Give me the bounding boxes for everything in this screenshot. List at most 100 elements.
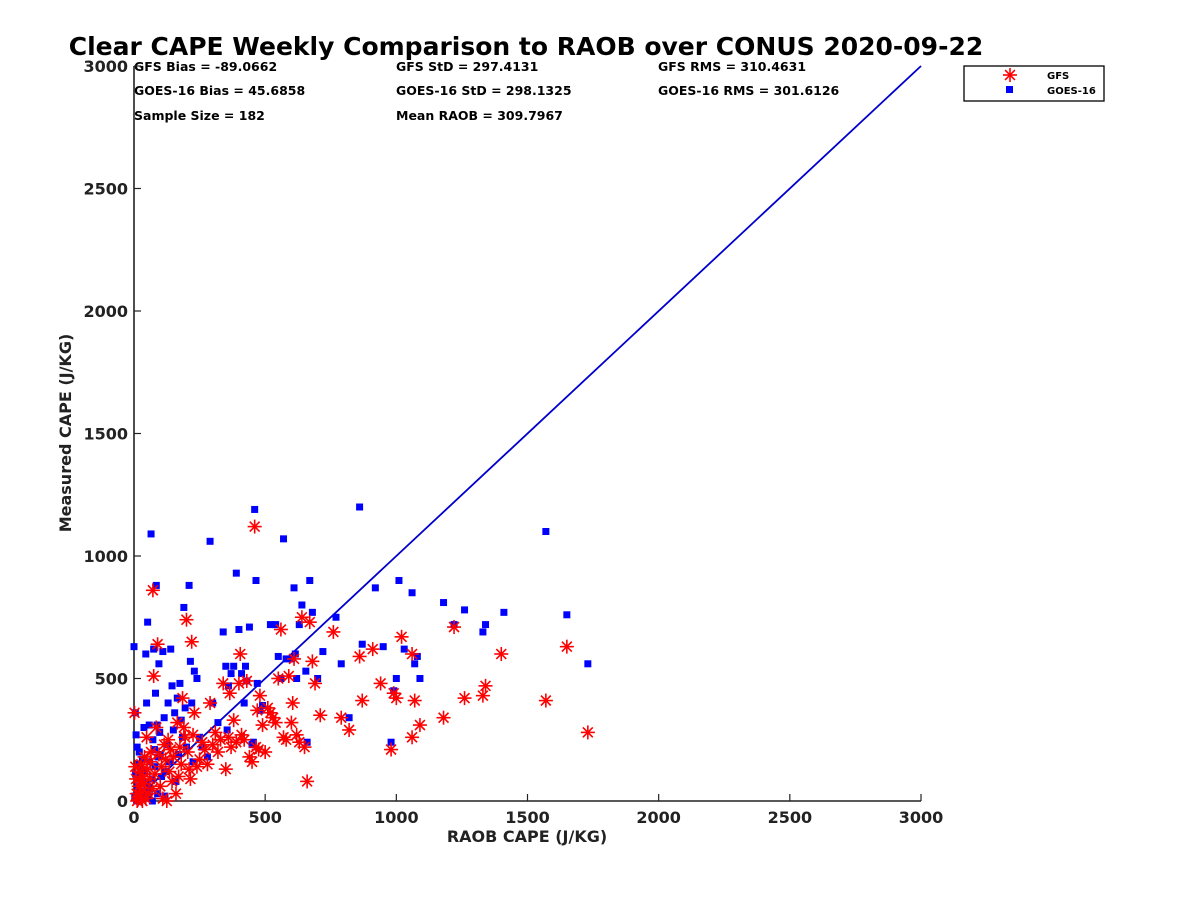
gfs-point [145, 583, 160, 598]
goes-16-point [241, 662, 249, 670]
goes-16-point [358, 640, 366, 648]
gfs-point [305, 654, 320, 669]
goes-16-point [130, 643, 138, 651]
goes-16-point [282, 655, 290, 663]
gfs-point-stroke [173, 770, 185, 783]
gfs-point-stroke [283, 670, 295, 682]
gfs-point-stroke [540, 695, 552, 707]
gfs-point [258, 745, 273, 759]
gfs-point [457, 691, 472, 706]
gfs-point-stroke [270, 717, 282, 729]
gfs-point-stroke [495, 648, 507, 660]
gfs-point [183, 771, 198, 786]
gfs-point [494, 647, 509, 661]
gfs-point [355, 693, 370, 708]
gfs-point [158, 752, 173, 767]
goes-16-point [332, 613, 340, 621]
goes-16-point [222, 662, 230, 670]
goes-16-point [232, 569, 240, 577]
goes-16-point [280, 535, 288, 543]
goes-16-point [563, 611, 571, 619]
gfs-point-stroke [144, 756, 156, 768]
gfs-point-stroke [186, 636, 198, 648]
gfs-point [250, 703, 265, 718]
gfs-point [161, 732, 176, 747]
gfs-point [176, 720, 191, 735]
gfs-point-stroke [166, 775, 178, 787]
gfs-point [285, 696, 300, 710]
gfs-point [394, 629, 409, 644]
gfs-point-stroke [309, 677, 321, 689]
gfs-point-stroke [304, 616, 316, 628]
gfs-point [221, 730, 236, 745]
gfs-point-stroke [129, 707, 141, 719]
goes-16-point [440, 599, 448, 607]
gfs-point-stroke [299, 741, 311, 753]
goes-16-point [135, 748, 143, 756]
gfs-point-stroke [224, 687, 236, 699]
goes-16-point [479, 628, 487, 636]
gfs-point-stroke [480, 680, 492, 692]
goes-16-point [190, 667, 198, 675]
gfs-point-stroke [385, 744, 397, 756]
goes-16-point [164, 699, 172, 707]
gfs-point-stroke [238, 734, 250, 746]
goes-16-point [133, 743, 141, 751]
gfs-point-stroke [209, 726, 221, 738]
goes-16-point [266, 621, 274, 629]
gfs-point-stroke [146, 783, 158, 795]
goes-16-point [168, 682, 176, 690]
gfs-point [255, 718, 270, 733]
goes-16-point [290, 584, 298, 592]
gfs-point-stroke [287, 697, 299, 709]
x-tick-label: 500 [248, 808, 281, 827]
goes-16-point [230, 662, 238, 670]
gfs-point-stroke [296, 611, 308, 623]
gfs-point-stroke [184, 773, 196, 785]
gfs-point-stroke [174, 741, 186, 753]
y-tick-label: 2000 [83, 302, 128, 321]
goes-16-point [345, 714, 353, 722]
goes-16-point [387, 738, 395, 746]
gfs-point [192, 752, 207, 767]
gfs-point [245, 754, 260, 769]
y-tick-label: 0 [117, 792, 128, 811]
gfs-point-stroke [212, 746, 224, 758]
gfs-point [384, 742, 399, 757]
gfs-point [144, 745, 159, 759]
goes-16-point [356, 503, 364, 511]
stat-goes-bias: GOES-16 Bias = 45.6858 [134, 83, 305, 98]
x-tick-label: 1000 [374, 808, 419, 827]
gfs-point-stroke [177, 692, 189, 704]
gfs-point-stroke [178, 721, 190, 734]
goes-16-point [144, 618, 152, 626]
goes-16-point [203, 753, 211, 761]
gfs-point-stroke [254, 690, 266, 702]
gfs-point-stroke [314, 709, 326, 721]
gfs-point-stroke [163, 766, 175, 778]
gfs-point-stroke [285, 717, 297, 729]
legend-goes-label: GOES-16 [1047, 86, 1096, 97]
x-tick-label: 0 [128, 808, 139, 827]
goes-16-point [171, 709, 179, 717]
gfs-point [405, 647, 420, 661]
gfs-point-stroke [199, 744, 211, 756]
goes-16-point [152, 581, 160, 589]
gfs-point-stroke [438, 712, 450, 724]
gfs-point [180, 745, 195, 759]
gfs-point [342, 722, 357, 737]
legend-gfs-star [1003, 68, 1017, 82]
gfs-point-stroke [159, 753, 171, 765]
goes-16-point [219, 628, 227, 636]
gfs-point-stroke [375, 677, 387, 689]
gfs-point-stroke [187, 729, 199, 741]
goes-16-point [155, 660, 163, 668]
gfs-point-stroke [301, 775, 313, 787]
goes-16-point [411, 660, 419, 668]
gfs-point [294, 610, 309, 625]
gfs-point [405, 730, 420, 745]
gfs-point-stroke [170, 788, 182, 800]
goes-16-point [186, 657, 194, 665]
stat-goes-std: GOES-16 StD = 298.1325 [396, 83, 572, 98]
